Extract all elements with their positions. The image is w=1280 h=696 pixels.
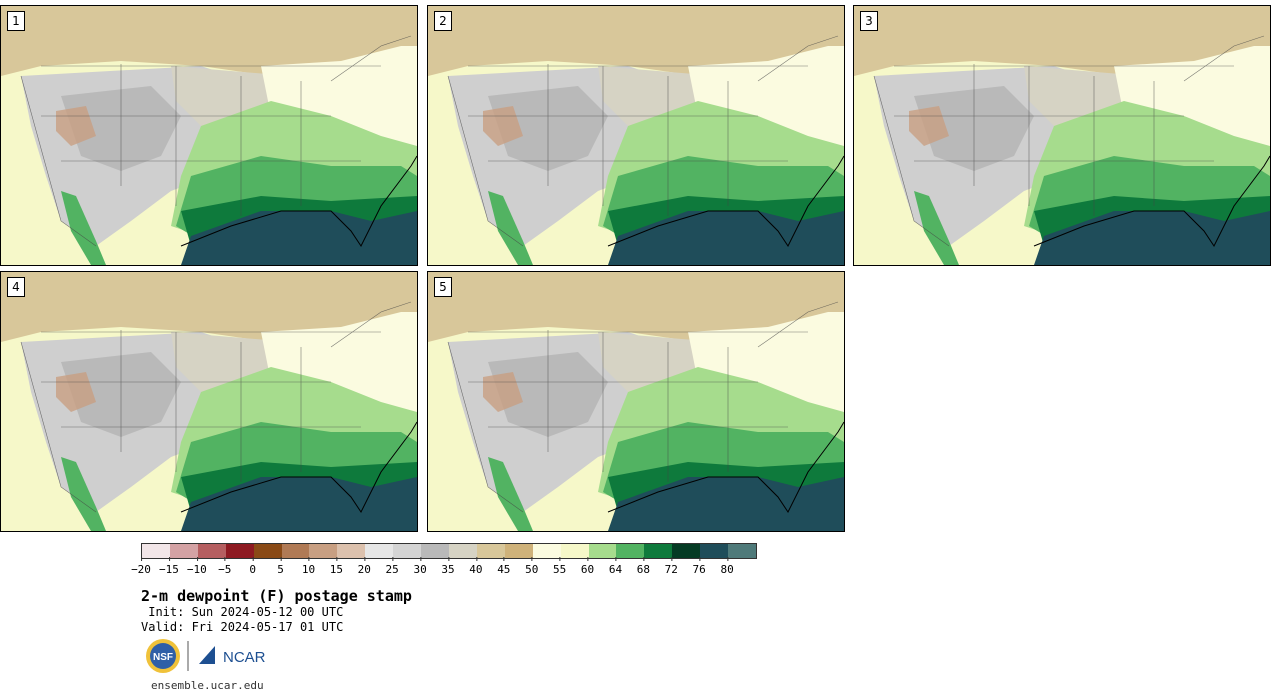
colorbar-tick-label: 55 [553, 557, 566, 576]
colorbar-swatch [169, 544, 198, 558]
colorbar-swatch [672, 544, 701, 558]
colorbar-swatch [197, 544, 226, 558]
init-time: Init: Sun 2024-05-12 00 UTC [141, 605, 344, 619]
colorbar-tick-label: −20 [131, 557, 151, 576]
ncar-logo-icon: NCAR [199, 646, 266, 666]
panel-label: 1 [7, 11, 25, 31]
colorbar-tick-label: 50 [525, 557, 538, 576]
svg-text:NSF: NSF [153, 652, 173, 663]
colorbar-swatch [393, 544, 422, 558]
colorbar-swatch [309, 544, 338, 558]
nsf-ncar-logo: NSF NCAR [146, 639, 266, 673]
colorbar-swatch [253, 544, 282, 558]
colorbar-swatch [532, 544, 561, 558]
dewpoint-map-1 [1, 6, 417, 265]
colorbar-tick-label: 72 [665, 557, 678, 576]
member-panel-2: 2 [427, 5, 845, 266]
dewpoint-map-2 [428, 6, 844, 265]
colorbar-swatch [448, 544, 477, 558]
chart-title: 2-m dewpoint (F) postage stamp [141, 587, 412, 605]
nsf-logo-icon: NSF [146, 639, 180, 673]
colorbar-tick-label: 5 [277, 557, 284, 576]
svg-text:NCAR: NCAR [223, 649, 266, 666]
colorbar-swatch [728, 544, 756, 558]
colorbar-swatch [225, 544, 254, 558]
dewpoint-map-3 [854, 6, 1270, 265]
colorbar-tick-label: −5 [218, 557, 231, 576]
valid-time: Valid: Fri 2024-05-17 01 UTC [141, 620, 344, 634]
colorbar-tick-label: −15 [159, 557, 179, 576]
logos: NSF NCAR [145, 638, 275, 674]
colorbar-tick-label: 60 [581, 557, 594, 576]
colorbar [141, 543, 757, 559]
member-panel-5: 5 [427, 271, 845, 532]
colorbar-swatch [337, 544, 366, 558]
colorbar-tick-label: 68 [637, 557, 650, 576]
colorbar-swatch [504, 544, 533, 558]
colorbar-swatch [365, 544, 394, 558]
colorbar-tick-label: 76 [693, 557, 706, 576]
colorbar-swatch [560, 544, 589, 558]
colorbar-swatch [142, 544, 170, 558]
colorbar-tick-label: −10 [187, 557, 207, 576]
colorbar-ticks: −20 −15 −10 −5 0 5 10 15 20 25 30 35 40 45 50 55 60 64 68 7… [131, 557, 755, 579]
colorbar-tick-label: 15 [330, 557, 343, 576]
dewpoint-map-4 [1, 272, 417, 531]
colorbar-swatch [476, 544, 505, 558]
panel-label: 3 [860, 11, 878, 31]
colorbar-tick-label: 30 [413, 557, 427, 576]
colorbar-tick-label: 80 [720, 557, 734, 576]
member-panel-4: 4 [0, 271, 418, 532]
colorbar-tick-label: 0 [249, 557, 256, 576]
colorbar-swatch [616, 544, 645, 558]
member-panel-1: 1 [0, 5, 418, 266]
colorbar-swatch [421, 544, 449, 558]
dewpoint-map-5 [428, 272, 844, 531]
colorbar-tick-label: 25 [386, 557, 399, 576]
colorbar-swatch [644, 544, 673, 558]
panel-label: 2 [434, 11, 452, 31]
colorbar-tick-label: 40 [469, 557, 483, 576]
colorbar-tick-label: 35 [441, 557, 455, 576]
colorbar-swatch [700, 544, 729, 558]
colorbar-tick-label: 10 [302, 557, 315, 576]
colorbar-tick-label: 45 [497, 557, 510, 576]
colorbar-tick-label: 20 [358, 557, 371, 576]
member-panel-3: 3 [853, 5, 1271, 266]
colorbar-tick-label: 64 [609, 557, 622, 576]
site-url: ensemble.ucar.edu [151, 679, 264, 692]
colorbar-swatch [281, 544, 310, 558]
panel-label: 5 [434, 277, 452, 297]
panel-label: 4 [7, 277, 25, 297]
colorbar-swatch [588, 544, 617, 558]
